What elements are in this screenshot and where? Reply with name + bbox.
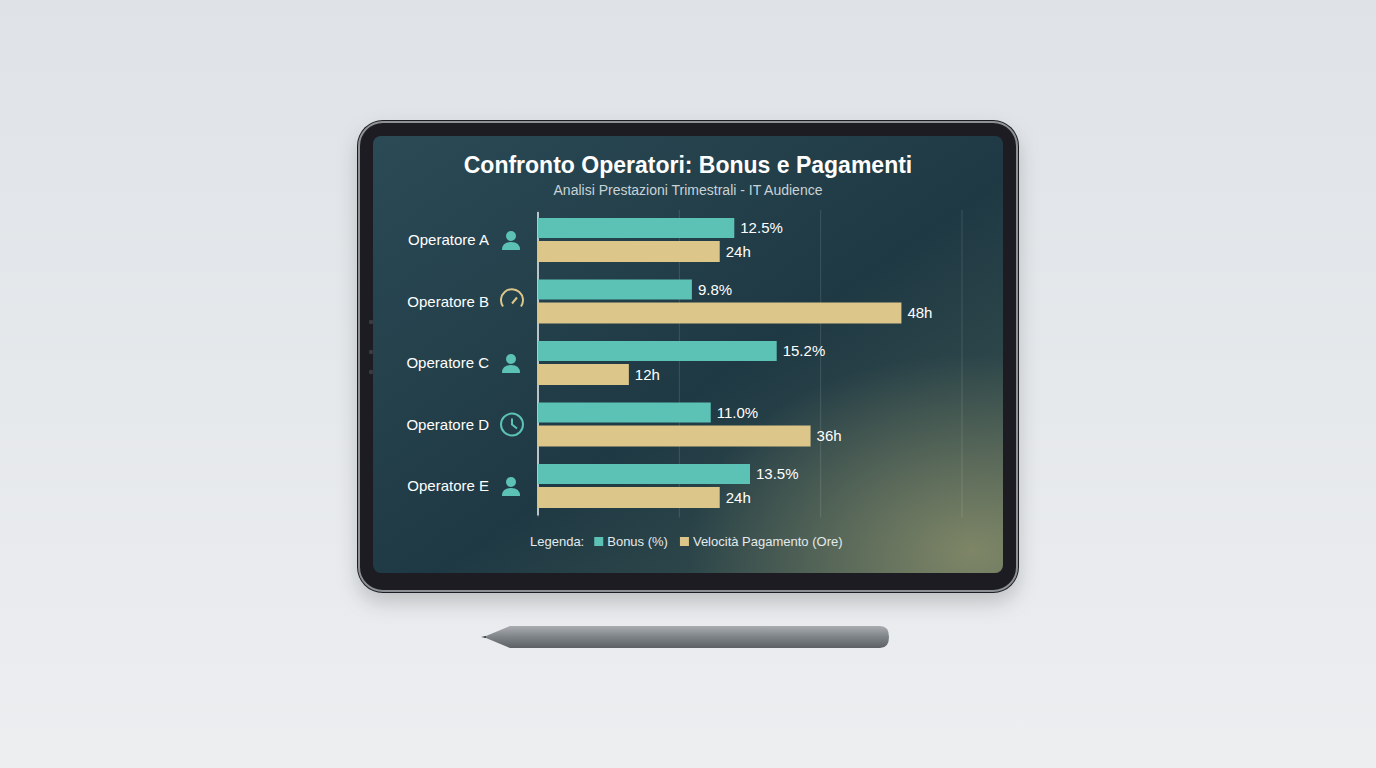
legend-swatch <box>680 537 689 546</box>
grid-line <box>962 210 963 518</box>
legend-title: Legenda: <box>530 534 584 549</box>
bar <box>538 241 720 262</box>
background <box>0 0 1376 768</box>
tablet-sensor <box>369 370 373 374</box>
bar <box>538 487 720 508</box>
data-label: 15.2% <box>783 342 826 359</box>
stage: Confronto Operatori: Bonus e Pagamenti An… <box>0 0 1376 768</box>
bar <box>538 426 811 447</box>
icon-head <box>506 477 516 487</box>
category-icon <box>501 289 523 306</box>
bar <box>538 218 734 238</box>
category-label: Operatore C <box>406 354 489 371</box>
icon-head <box>506 354 516 364</box>
bars <box>538 218 901 508</box>
data-label: 13.5% <box>756 465 799 482</box>
category-label: Operatore B <box>407 293 489 310</box>
icon-body <box>502 488 520 496</box>
pencil-tip <box>481 636 486 638</box>
icon-body <box>502 242 520 250</box>
data-label: 11.0% <box>717 404 758 421</box>
chart-title: Confronto Operatori: Bonus e Pagamenti <box>464 152 913 178</box>
category-icon <box>502 231 520 250</box>
icon-clock <box>501 414 523 436</box>
tablet-edge <box>359 122 1017 591</box>
screen <box>373 136 1003 573</box>
screen-glow <box>373 136 1003 573</box>
category-label: Operatore E <box>407 477 489 494</box>
bar <box>538 341 777 361</box>
bar <box>538 464 750 484</box>
data-label: 48h <box>907 304 932 321</box>
legend-swatch <box>594 537 603 546</box>
legend-label: Bonus (%) <box>607 534 668 549</box>
grid-line <box>820 210 821 518</box>
data-label: 24h <box>726 489 751 506</box>
bar <box>538 303 901 324</box>
category-icon <box>501 414 523 436</box>
data-label: 24h <box>726 243 751 260</box>
icon-head <box>506 231 516 241</box>
category-icon <box>502 354 520 373</box>
icon-body <box>502 365 520 373</box>
icon-hands <box>512 419 517 429</box>
category-icon <box>502 477 520 496</box>
pencil <box>484 626 890 648</box>
category-label: Operatore A <box>408 231 489 248</box>
bar <box>538 403 711 423</box>
icon-needle <box>512 298 517 304</box>
category-label: Operatore D <box>406 416 489 433</box>
tablet-body <box>357 120 1019 593</box>
data-label: 12h <box>635 366 660 383</box>
tablet-sensor <box>369 350 373 354</box>
bar <box>538 280 692 300</box>
legend-label: Velocità Pagamento (Ore) <box>693 534 843 549</box>
bar <box>538 364 629 385</box>
icon-gauge <box>501 289 523 306</box>
data-labels: 12.5% 9.8% 15.2% 11.0% 13.5% 24h 48h 12h 36h 24h <box>635 219 933 506</box>
chart-subtitle: Analisi Prestazioni Trimestrali - IT Aud… <box>554 182 823 198</box>
data-label: 12.5% <box>740 219 783 236</box>
data-label: 36h <box>817 427 842 444</box>
tablet-sensor <box>369 320 373 324</box>
data-label: 9.8% <box>698 281 732 298</box>
